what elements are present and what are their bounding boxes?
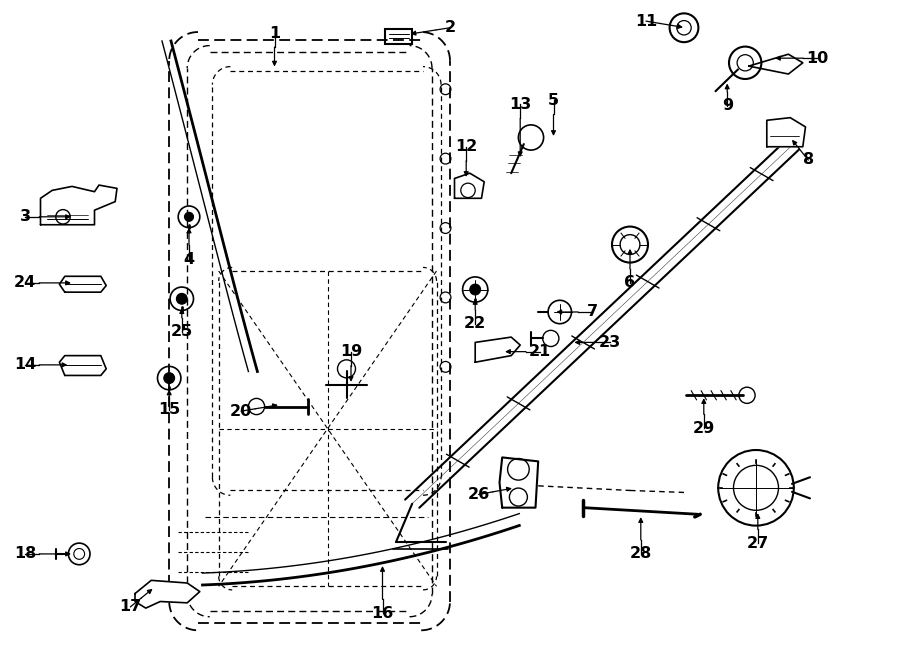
Polygon shape	[59, 276, 106, 292]
Text: 13: 13	[509, 97, 531, 112]
Text: 16: 16	[372, 606, 393, 621]
Polygon shape	[475, 337, 520, 362]
Text: 12: 12	[455, 139, 477, 154]
Text: 7: 7	[587, 305, 598, 319]
Polygon shape	[59, 356, 106, 375]
Polygon shape	[454, 173, 484, 198]
Circle shape	[164, 373, 175, 383]
Polygon shape	[767, 118, 806, 147]
Text: 8: 8	[803, 153, 814, 167]
Text: 17: 17	[120, 600, 141, 614]
Polygon shape	[135, 580, 200, 608]
Circle shape	[470, 284, 481, 295]
Text: 27: 27	[747, 536, 769, 551]
Polygon shape	[500, 457, 538, 508]
Text: 25: 25	[171, 325, 193, 339]
Text: 28: 28	[630, 547, 652, 561]
Text: 6: 6	[625, 276, 635, 290]
Text: 5: 5	[548, 93, 559, 108]
Text: 20: 20	[230, 404, 252, 418]
Bar	[385, 29, 412, 44]
Text: 9: 9	[722, 98, 733, 113]
Text: 26: 26	[468, 487, 490, 502]
Text: 29: 29	[693, 421, 715, 436]
Polygon shape	[40, 185, 117, 225]
Text: 22: 22	[464, 317, 486, 331]
Text: 15: 15	[158, 403, 180, 417]
Polygon shape	[749, 54, 803, 74]
Text: 3: 3	[20, 210, 31, 224]
Circle shape	[176, 293, 187, 304]
Text: 21: 21	[529, 344, 551, 359]
Text: 4: 4	[184, 252, 194, 266]
Circle shape	[184, 212, 194, 221]
Text: 11: 11	[635, 14, 657, 28]
Text: 14: 14	[14, 358, 36, 372]
Text: 18: 18	[14, 547, 36, 561]
Text: 10: 10	[806, 51, 828, 65]
Text: 2: 2	[445, 20, 455, 35]
Text: 24: 24	[14, 276, 36, 290]
Text: 19: 19	[340, 344, 362, 359]
Text: 23: 23	[599, 335, 621, 350]
Text: 1: 1	[269, 26, 280, 40]
